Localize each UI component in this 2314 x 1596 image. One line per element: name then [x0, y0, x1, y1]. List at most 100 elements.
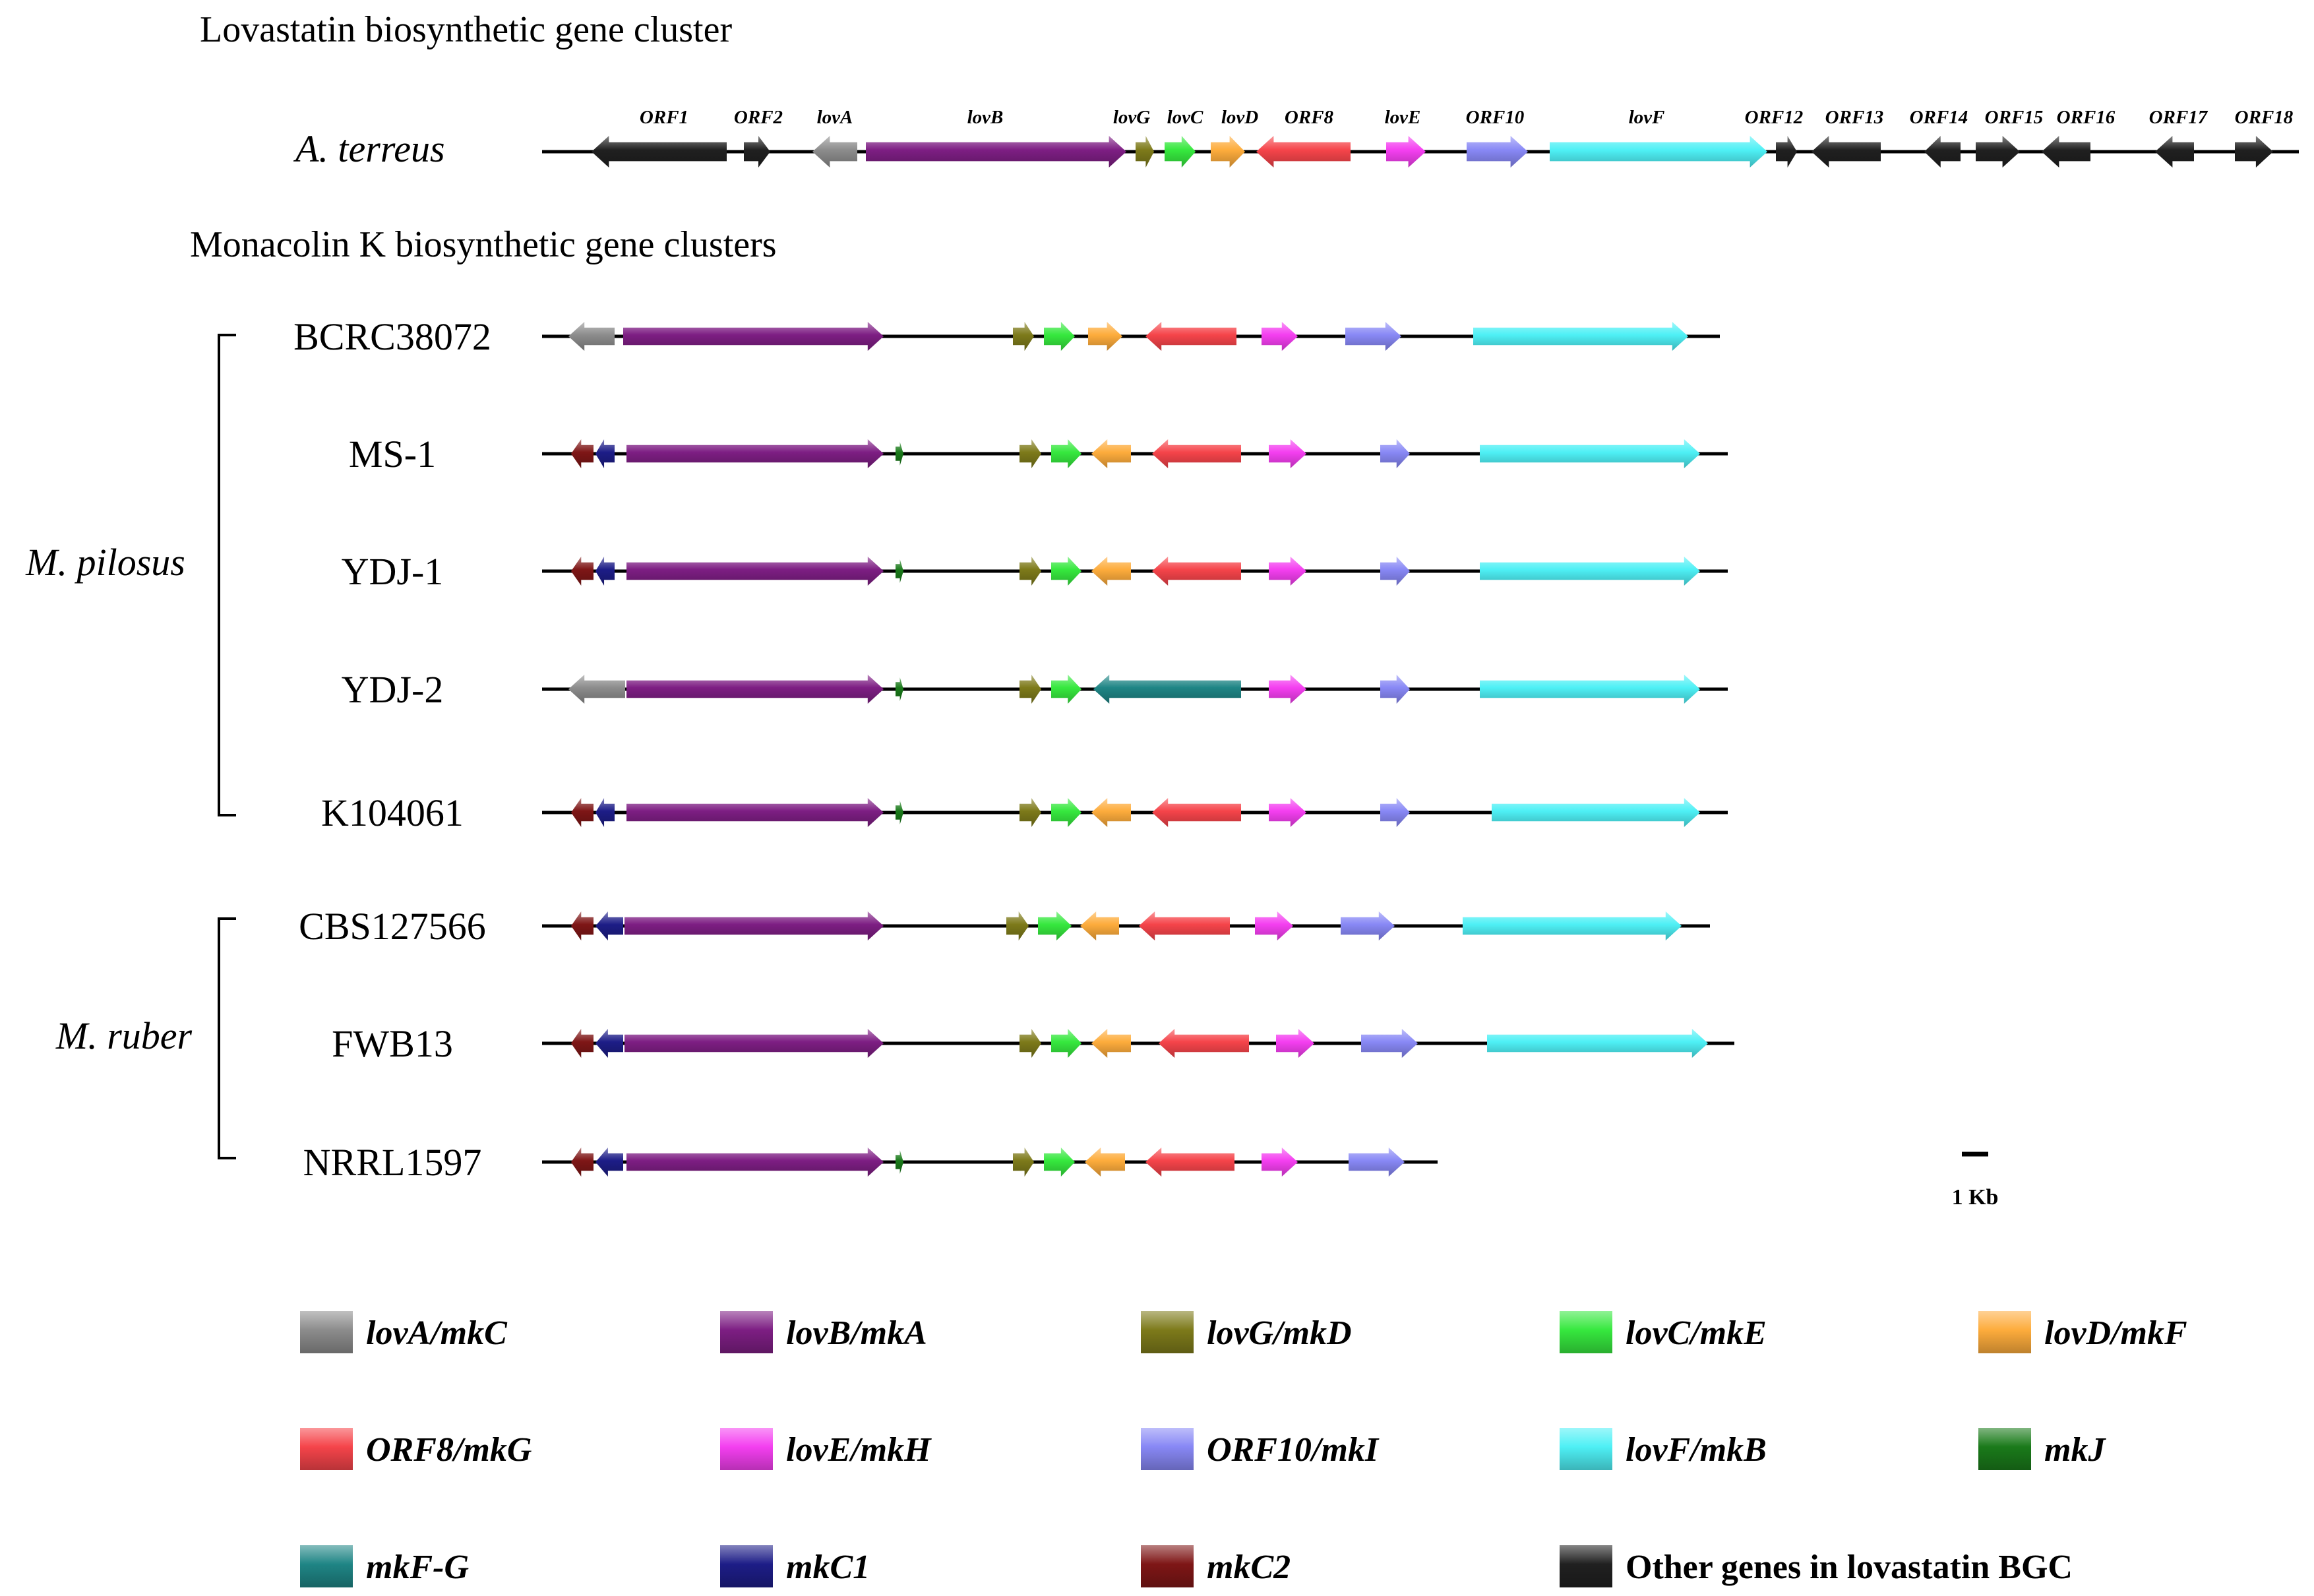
lovastatin-cluster-title: Lovastatin biosynthetic gene cluster	[200, 9, 732, 50]
ref-gene-label-orf1: ORF1	[640, 107, 688, 128]
gene-mkc2	[571, 798, 594, 827]
gene-lovc	[1051, 798, 1081, 827]
legend-item-lovf: lovF/mkB	[1560, 1428, 1767, 1470]
legend-label: lovA/mkC	[366, 1314, 508, 1352]
ref-gene-orf12	[1776, 136, 1797, 168]
gene-lovd	[1080, 911, 1119, 940]
ref-gene-label-orf17: ORF17	[2149, 107, 2208, 128]
legend-item-lovd: lovD/mkF	[1978, 1311, 2187, 1353]
ref-gene-lovb	[866, 136, 1126, 168]
gene-lovg	[1013, 1148, 1034, 1177]
gene-lovf	[1480, 675, 1700, 704]
legend-swatch	[300, 1311, 353, 1353]
legend-item-lovc: lovC/mkE	[1560, 1311, 1767, 1353]
legend-label: lovC/mkE	[1626, 1314, 1767, 1352]
gene-lovc	[1051, 675, 1081, 704]
gene-love	[1255, 911, 1293, 940]
gene-mkc2	[571, 911, 594, 940]
strain-label: K104061	[321, 791, 464, 834]
legend-label: lovG/mkD	[1207, 1314, 1352, 1352]
gene-lovf	[1463, 911, 1682, 940]
gene-mkc1	[595, 557, 615, 586]
monacolin-cluster-title: Monacolin K biosynthetic gene clusters	[190, 224, 777, 265]
legend-label: Other genes in lovastatin BGC	[1626, 1549, 2073, 1586]
ref-gene-label-lova: lovA	[817, 107, 853, 128]
gene-lovb	[626, 798, 884, 827]
strain-label: YDJ-1	[342, 550, 444, 593]
gene-mkc1	[595, 1148, 623, 1177]
gene-orf8	[1152, 557, 1241, 586]
legend-swatch	[720, 1311, 773, 1353]
ref-gene-label-lovb: lovB	[967, 107, 1004, 128]
legend-item-lovg: lovG/mkD	[1141, 1311, 1352, 1353]
strain-label: BCRC38072	[293, 315, 491, 358]
ref-gene-orf10	[1467, 136, 1528, 168]
strain-track-cbs127566: CBS127566	[299, 905, 1710, 948]
legend-item-lova: lovA/mkC	[300, 1311, 508, 1353]
legend-swatch	[1141, 1545, 1194, 1587]
gene-lovg	[1020, 798, 1041, 827]
gene-orf8	[1145, 322, 1236, 351]
ref-gene-label-orf2: ORF2	[734, 107, 783, 128]
gene-love	[1269, 439, 1306, 468]
gene-mkc1	[595, 1029, 623, 1058]
gene-lovg	[1006, 911, 1029, 940]
gene-orf10	[1380, 439, 1410, 468]
gene-lovc	[1051, 557, 1081, 586]
species-name: M. pilosus	[25, 541, 185, 584]
strain-track-bcrc38072: BCRC38072	[293, 315, 1720, 358]
legend-item-mkc2: mkC2	[1141, 1545, 1291, 1587]
gene-orf10	[1361, 1029, 1418, 1058]
legend-item-orf10: ORF10/mkI	[1141, 1428, 1380, 1470]
strain-tracks: BCRC38072 MS-1 YDJ-1 YDJ-2 K104061 CBS127566 F…	[293, 315, 1734, 1184]
gene-lovd	[1091, 557, 1131, 586]
scale-bar-label: 1 Kb	[1952, 1185, 1999, 1210]
gene-lovf	[1487, 1029, 1708, 1058]
gene-orf8	[1152, 439, 1241, 468]
ref-gene-love	[1386, 136, 1426, 168]
gene-lovb	[624, 911, 884, 940]
ref-gene-label-orf12: ORF12	[1745, 107, 1804, 128]
gene-mkc1	[595, 911, 623, 940]
ref-gene-label-orf16: ORF16	[2057, 107, 2116, 128]
gene-mkc1	[595, 798, 615, 827]
gene-orf10	[1380, 798, 1410, 827]
ref-gene-label-lovg: lovG	[1113, 107, 1150, 128]
gene-lovf	[1492, 798, 1700, 827]
legend-label: ORF8/mkG	[366, 1431, 532, 1469]
strain-label: NRRL1597	[303, 1141, 482, 1184]
legend-item-mkj: mkJ	[1978, 1428, 2106, 1470]
gene-lovg	[1013, 322, 1034, 351]
legend-label: lovB/mkA	[786, 1314, 927, 1352]
ref-gene-lovg	[1136, 136, 1154, 168]
legend-swatch	[1978, 1428, 2031, 1470]
gene-mkj	[896, 677, 903, 701]
legend-swatch	[720, 1428, 773, 1470]
gene-lovc	[1044, 1148, 1075, 1177]
species-name: M. ruber	[55, 1014, 193, 1057]
legend-item-mkc1: mkC1	[720, 1545, 870, 1587]
ref-gene-label-lovf: lovF	[1629, 107, 1665, 128]
gene-lovf	[1480, 439, 1700, 468]
gene-lovg	[1020, 1029, 1041, 1058]
gene-orf10	[1380, 675, 1410, 704]
gene-mkj	[896, 442, 903, 466]
bracket-line	[218, 334, 236, 816]
ref-gene-orf18	[2235, 136, 2273, 168]
gene-lovc	[1038, 911, 1072, 940]
gene-mkc2	[571, 439, 594, 468]
gene-mkj	[896, 1150, 903, 1174]
ref-gene-orf17	[2155, 136, 2194, 168]
legend: lovA/mkC lovB/mkA lovG/mkD lovC/mkE lovD/mkF…	[300, 1311, 2187, 1587]
ref-gene-label-love: lovE	[1385, 107, 1421, 128]
ref-gene-orf16	[2042, 136, 2090, 168]
legend-label: lovE/mkH	[786, 1431, 932, 1469]
ref-gene-label-orf18: ORF18	[2235, 107, 2294, 128]
ref-gene-orf8	[1256, 136, 1351, 168]
legend-label: mkC2	[1207, 1549, 1291, 1586]
strain-label: FWB13	[332, 1022, 453, 1065]
gene-orf8	[1152, 798, 1241, 827]
gene-lovb	[624, 1029, 884, 1058]
legend-label: lovF/mkB	[1626, 1431, 1767, 1469]
